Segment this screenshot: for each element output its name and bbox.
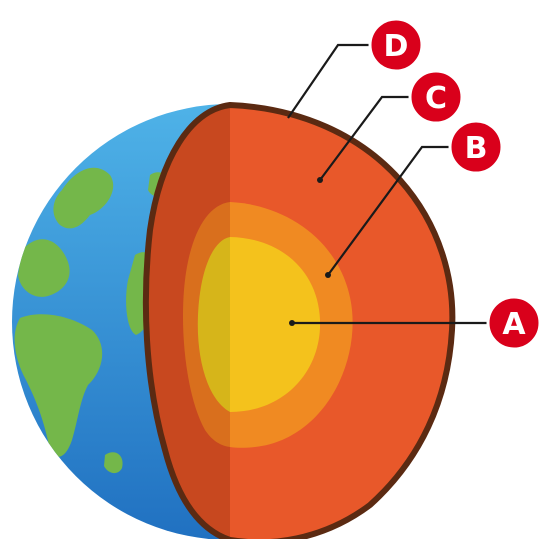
badge-d-circle	[368, 17, 424, 73]
badge-b: B	[448, 119, 504, 175]
leader-line-d	[287, 43, 375, 119]
leader-dot-c	[317, 177, 323, 183]
inner-core-right	[230, 237, 321, 412]
continent-mid	[18, 239, 70, 297]
continent-small-south	[104, 452, 123, 474]
leader-lines	[287, 43, 488, 325]
inner-core-left	[197, 237, 230, 412]
badge-b-circle	[448, 119, 504, 175]
leader-line-c	[319, 95, 414, 181]
leader-dot-b	[325, 272, 331, 278]
crust-outline	[142, 102, 456, 539]
badge-a-circle	[486, 295, 542, 351]
badge-a: A	[486, 295, 542, 351]
badge-c-circle	[408, 69, 464, 125]
badge-c-label: C	[425, 81, 447, 116]
continent-south	[14, 314, 103, 457]
leader-line-b	[327, 145, 452, 276]
badge-b-label: B	[465, 131, 488, 166]
badge-a-label: A	[502, 307, 526, 342]
continent-north	[53, 167, 114, 229]
leader-dot-a	[289, 320, 295, 326]
badge-d: D	[368, 17, 424, 73]
badge-c: C	[408, 69, 464, 125]
leader-dots	[289, 177, 331, 326]
badge-d-label: D	[384, 29, 409, 64]
